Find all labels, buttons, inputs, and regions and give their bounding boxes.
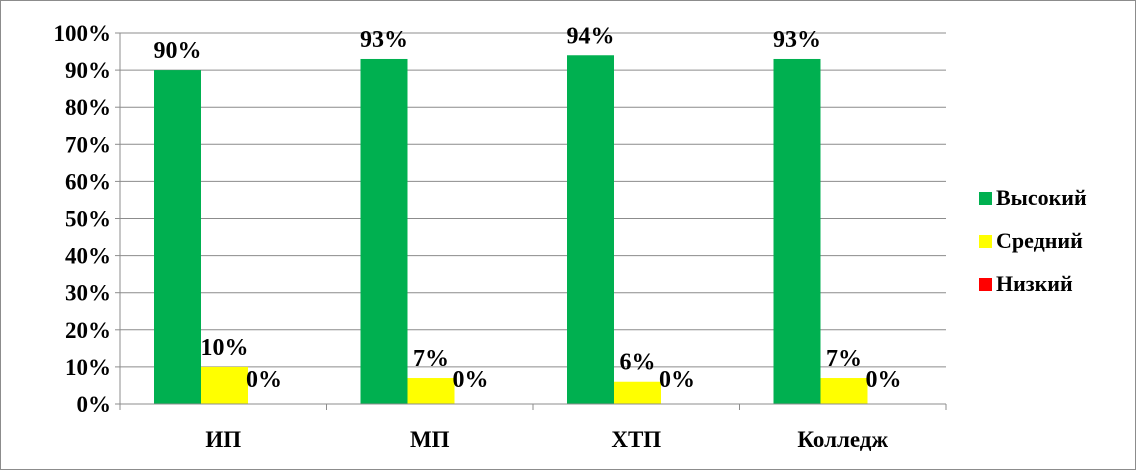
y-tick-label: 40%	[65, 244, 111, 269]
legend: Высокий Средний Низкий	[979, 185, 1087, 316]
data-label: 0%	[246, 367, 282, 393]
data-label: 0%	[453, 367, 489, 393]
y-tick-label: 80%	[65, 95, 111, 120]
data-label: 6%	[620, 350, 656, 376]
bar-chart: 0% 10% 20% 30% 40% 50% 60% 70% 80% 90% 100% 90% 10%…	[54, 21, 947, 452]
legend-item: Средний	[979, 228, 1087, 253]
bar-medium	[407, 378, 455, 404]
bar-medium	[820, 378, 868, 404]
legend-swatch	[979, 277, 992, 291]
y-tick-label: 50%	[65, 207, 111, 232]
x-category-label: Колледж	[797, 427, 888, 452]
x-axis: ИП МП ХТП Колледж	[119, 33, 947, 452]
data-label: 7%	[826, 346, 862, 372]
bar-high	[567, 55, 614, 404]
legend-label: Низкий	[996, 271, 1073, 296]
data-label: 7%	[413, 346, 449, 372]
bars	[154, 55, 868, 404]
data-label: 94%	[567, 23, 615, 49]
x-category-label: ХТП	[611, 427, 661, 452]
legend-item: Высокий	[979, 185, 1087, 210]
legend-swatch	[979, 234, 992, 248]
bar-medium	[201, 366, 248, 404]
y-tick-label: 30%	[65, 281, 111, 306]
y-tick-label: 100%	[54, 21, 112, 46]
gridlines	[120, 32, 946, 368]
x-category-label: МП	[410, 427, 450, 452]
y-tick-label: 0%	[77, 392, 112, 417]
data-label: 10%	[201, 335, 249, 361]
data-label: 93%	[773, 27, 821, 53]
y-tick-label: 60%	[65, 169, 111, 194]
y-tick-label: 10%	[65, 355, 111, 380]
legend-label: Высокий	[996, 185, 1087, 210]
bar-medium	[614, 381, 661, 404]
y-axis-ticks: 0% 10% 20% 30% 40% 50% 60% 70% 80% 90% 100%	[54, 21, 120, 417]
y-tick-label: 90%	[65, 58, 111, 83]
bar-high	[360, 58, 408, 404]
data-label: 90%	[154, 38, 202, 64]
y-tick-label: 20%	[65, 318, 111, 343]
legend-item: Низкий	[979, 271, 1087, 296]
y-tick-label: 70%	[65, 132, 111, 157]
data-label: 0%	[659, 367, 695, 393]
legend-swatch	[979, 191, 992, 205]
bar-high	[154, 70, 201, 404]
bar-high	[773, 58, 821, 404]
legend-label: Средний	[996, 228, 1083, 253]
x-category-label: ИП	[205, 427, 241, 452]
data-labels: 90%10%0%93%7%0%94%6%0%93%7%0%	[154, 23, 902, 393]
data-label: 0%	[866, 367, 902, 393]
data-label: 93%	[360, 27, 408, 53]
